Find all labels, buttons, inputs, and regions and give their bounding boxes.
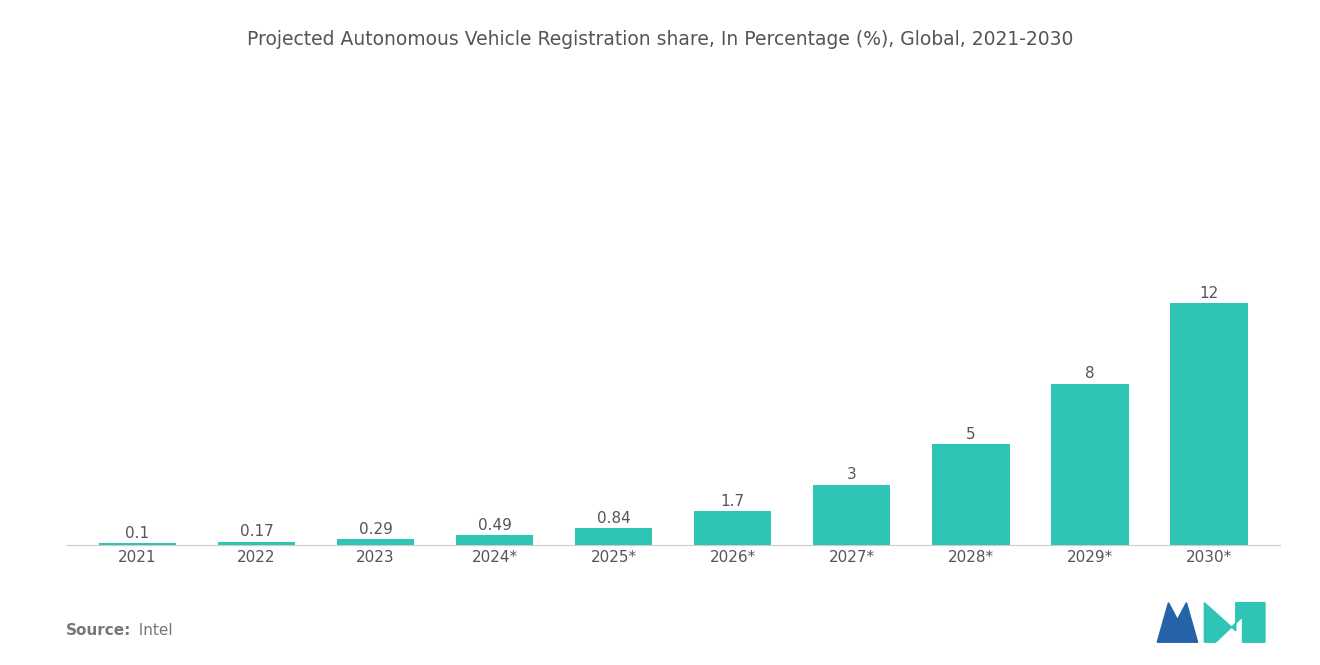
Bar bbox=[337, 539, 414, 545]
Bar bbox=[694, 511, 771, 545]
Text: 5: 5 bbox=[966, 427, 975, 442]
Text: 1.7: 1.7 bbox=[721, 493, 744, 509]
Text: Projected Autonomous Vehicle Registration share, In Percentage (%), Global, 2021: Projected Autonomous Vehicle Registratio… bbox=[247, 30, 1073, 49]
Polygon shape bbox=[1204, 602, 1265, 642]
Bar bbox=[576, 529, 652, 545]
Bar bbox=[455, 535, 533, 545]
Text: 0.29: 0.29 bbox=[359, 522, 392, 537]
Text: 3: 3 bbox=[847, 467, 857, 482]
Text: 0.49: 0.49 bbox=[478, 518, 512, 533]
Bar bbox=[99, 543, 176, 545]
Bar bbox=[218, 542, 296, 545]
Text: 0.1: 0.1 bbox=[125, 526, 149, 541]
Bar bbox=[813, 485, 891, 545]
Text: 8: 8 bbox=[1085, 366, 1094, 382]
Bar bbox=[1051, 384, 1129, 545]
Text: 0.17: 0.17 bbox=[240, 525, 273, 539]
Bar bbox=[1171, 303, 1247, 545]
Text: Intel: Intel bbox=[129, 623, 173, 638]
Text: 0.84: 0.84 bbox=[597, 511, 631, 526]
Polygon shape bbox=[1158, 602, 1197, 642]
Bar bbox=[932, 444, 1010, 545]
Text: Source:: Source: bbox=[66, 623, 132, 638]
Text: 12: 12 bbox=[1200, 286, 1218, 301]
